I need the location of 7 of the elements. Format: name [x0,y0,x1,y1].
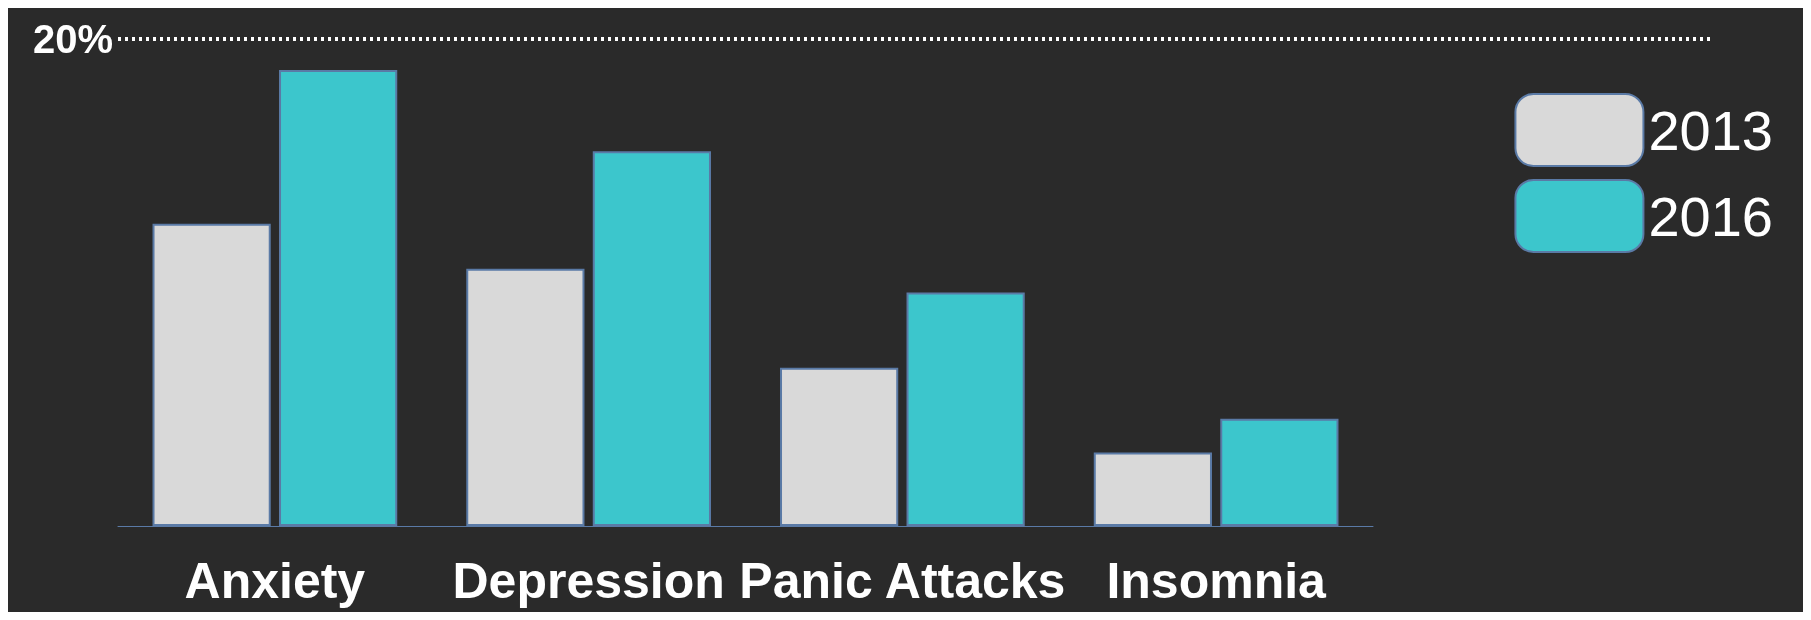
x-tick-label: Anxiety [184,553,366,609]
text: 20% [32,17,113,61]
legend-label: 2013 [1648,98,1773,162]
x-tick-label: Depression [452,553,725,609]
legend-label: 2016 [1648,184,1773,248]
x-tick-label: Insomnia [1106,553,1328,609]
x-tick-label: Panic Attacks [739,553,1066,609]
